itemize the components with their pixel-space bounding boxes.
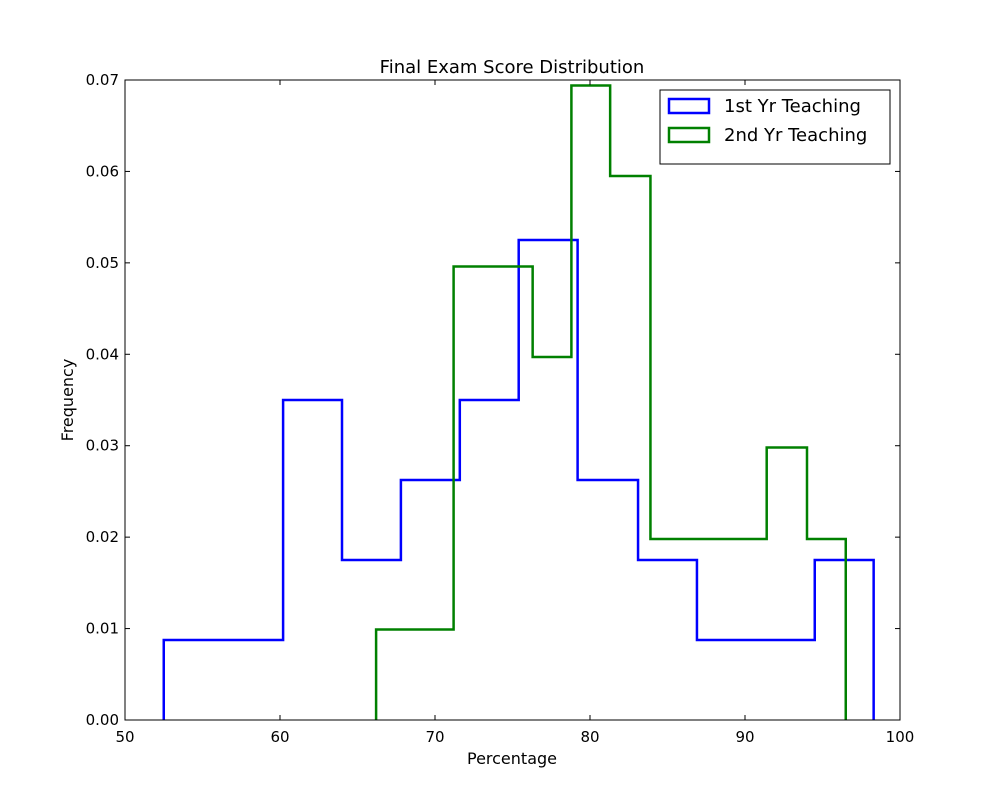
y-tick-label: 0.02 xyxy=(86,528,119,546)
x-tick-label: 90 xyxy=(735,728,754,746)
series-2-histogram-outline xyxy=(374,84,847,720)
legend-label: 1st Yr Teaching xyxy=(724,96,861,117)
y-tick-label: 0.01 xyxy=(86,620,119,638)
legend-label: 2nd Yr Teaching xyxy=(724,125,867,146)
x-tick-label: 50 xyxy=(115,728,134,746)
y-tick-label: 0.03 xyxy=(86,437,119,455)
plot-area-frame xyxy=(124,79,901,721)
legend-swatch xyxy=(667,126,711,144)
y-tick-label: 0.07 xyxy=(86,71,119,89)
y-tick-label: 0.04 xyxy=(86,345,119,363)
y-tick-label: 0.05 xyxy=(86,254,119,272)
x-tick-label: 60 xyxy=(270,728,289,746)
y-tick-label: 0.00 xyxy=(86,711,119,729)
x-axis-title: Percentage xyxy=(467,749,557,768)
y-tick-label: 0.06 xyxy=(86,162,119,180)
series-1-histogram-outline xyxy=(162,238,875,720)
series-layer xyxy=(162,84,875,720)
ticks-layer: 50 60 70 80 90 100 0.00 0.01 0.02 0.03 0.04 0.05 0.0… xyxy=(86,71,915,746)
legend-swatch xyxy=(667,97,711,115)
x-tick-label: 70 xyxy=(425,728,444,746)
y-axis-title: Frequency xyxy=(58,359,77,442)
chart-title: Final Exam Score Distribution xyxy=(380,57,645,78)
x-tick-label: 100 xyxy=(886,728,915,746)
x-tick-label: 80 xyxy=(580,728,599,746)
legend: 1st Yr Teaching 2nd Yr Teaching xyxy=(659,89,891,165)
